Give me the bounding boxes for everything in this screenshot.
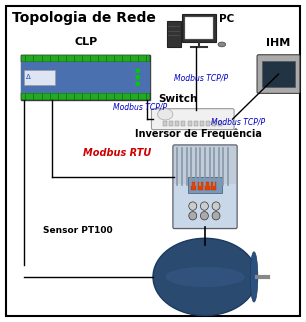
- Circle shape: [136, 82, 139, 85]
- FancyBboxPatch shape: [182, 14, 216, 42]
- FancyBboxPatch shape: [169, 121, 173, 126]
- FancyBboxPatch shape: [185, 17, 213, 39]
- Text: PC: PC: [219, 14, 234, 24]
- Text: Δ: Δ: [26, 74, 31, 80]
- Circle shape: [189, 212, 197, 220]
- FancyBboxPatch shape: [198, 182, 203, 190]
- FancyBboxPatch shape: [163, 121, 167, 126]
- FancyBboxPatch shape: [175, 121, 179, 126]
- FancyBboxPatch shape: [191, 182, 196, 190]
- Text: Sensor PT100: Sensor PT100: [43, 226, 113, 235]
- FancyBboxPatch shape: [21, 55, 150, 62]
- Text: Modbus TCP/P: Modbus TCP/P: [113, 102, 167, 111]
- FancyBboxPatch shape: [205, 182, 210, 190]
- Circle shape: [136, 76, 139, 79]
- Circle shape: [136, 69, 139, 72]
- FancyBboxPatch shape: [21, 93, 150, 100]
- Ellipse shape: [250, 252, 258, 302]
- Text: Inversor de Frequência: Inversor de Frequência: [136, 129, 262, 139]
- FancyBboxPatch shape: [167, 21, 181, 47]
- FancyBboxPatch shape: [262, 61, 295, 87]
- FancyBboxPatch shape: [24, 70, 55, 84]
- Circle shape: [212, 212, 220, 220]
- FancyBboxPatch shape: [174, 184, 236, 227]
- Circle shape: [200, 212, 208, 220]
- Text: Modbus TCP/P: Modbus TCP/P: [211, 118, 265, 127]
- Ellipse shape: [218, 42, 226, 47]
- FancyBboxPatch shape: [200, 121, 204, 126]
- Text: Modbus RTU: Modbus RTU: [83, 148, 151, 158]
- Text: Modbus TCP/P: Modbus TCP/P: [174, 73, 229, 82]
- FancyBboxPatch shape: [257, 55, 300, 93]
- Text: IHM: IHM: [266, 38, 291, 48]
- FancyBboxPatch shape: [173, 145, 237, 229]
- Text: CLP: CLP: [74, 37, 97, 47]
- FancyBboxPatch shape: [218, 121, 222, 126]
- FancyBboxPatch shape: [181, 121, 185, 126]
- FancyBboxPatch shape: [21, 55, 150, 100]
- FancyBboxPatch shape: [21, 62, 150, 93]
- Text: Topologia de Rede: Topologia de Rede: [12, 11, 156, 25]
- FancyBboxPatch shape: [188, 121, 192, 126]
- Ellipse shape: [166, 267, 244, 287]
- Circle shape: [200, 202, 208, 210]
- Text: Switch: Switch: [158, 94, 197, 104]
- FancyBboxPatch shape: [194, 121, 198, 126]
- FancyBboxPatch shape: [211, 182, 216, 190]
- Ellipse shape: [153, 238, 257, 316]
- FancyBboxPatch shape: [188, 177, 222, 193]
- Ellipse shape: [158, 109, 173, 120]
- Circle shape: [212, 202, 220, 210]
- FancyBboxPatch shape: [212, 121, 216, 126]
- FancyBboxPatch shape: [206, 121, 210, 126]
- FancyBboxPatch shape: [151, 109, 234, 129]
- Circle shape: [189, 202, 197, 210]
